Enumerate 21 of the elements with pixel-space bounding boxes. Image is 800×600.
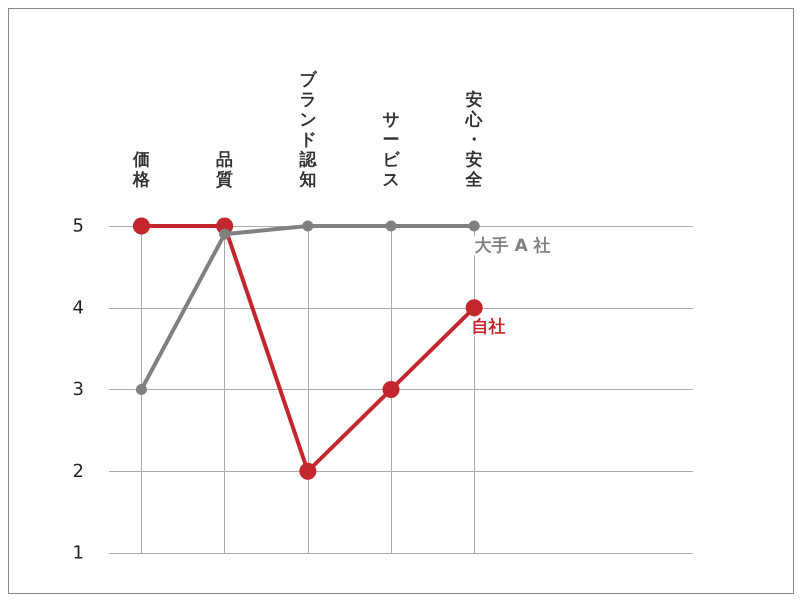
series-label: 大手 A 社 bbox=[474, 236, 551, 256]
point bbox=[132, 218, 150, 234]
x-tick-label: ブランド認知 bbox=[298, 70, 318, 190]
y-tick-label: 3 bbox=[72, 379, 84, 400]
point bbox=[468, 220, 480, 232]
x-tick-label: 品質 bbox=[215, 150, 234, 190]
point bbox=[299, 462, 316, 480]
y-tick-label: 5 bbox=[72, 216, 84, 236]
x-tick-label: 価格 bbox=[132, 150, 151, 190]
point bbox=[302, 220, 314, 232]
y-tick-label: 1 bbox=[72, 542, 84, 564]
point bbox=[382, 381, 400, 398]
point bbox=[136, 384, 147, 395]
y-tick-label: 4 bbox=[72, 297, 84, 318]
x-tick-label: サービス bbox=[382, 110, 401, 190]
point bbox=[466, 299, 483, 316]
point bbox=[386, 220, 397, 232]
point bbox=[219, 228, 230, 240]
y-tick-label: 2 bbox=[72, 460, 84, 482]
series-label: 自社 bbox=[472, 316, 506, 337]
x-tick-label: 安心・安全 bbox=[464, 90, 484, 190]
